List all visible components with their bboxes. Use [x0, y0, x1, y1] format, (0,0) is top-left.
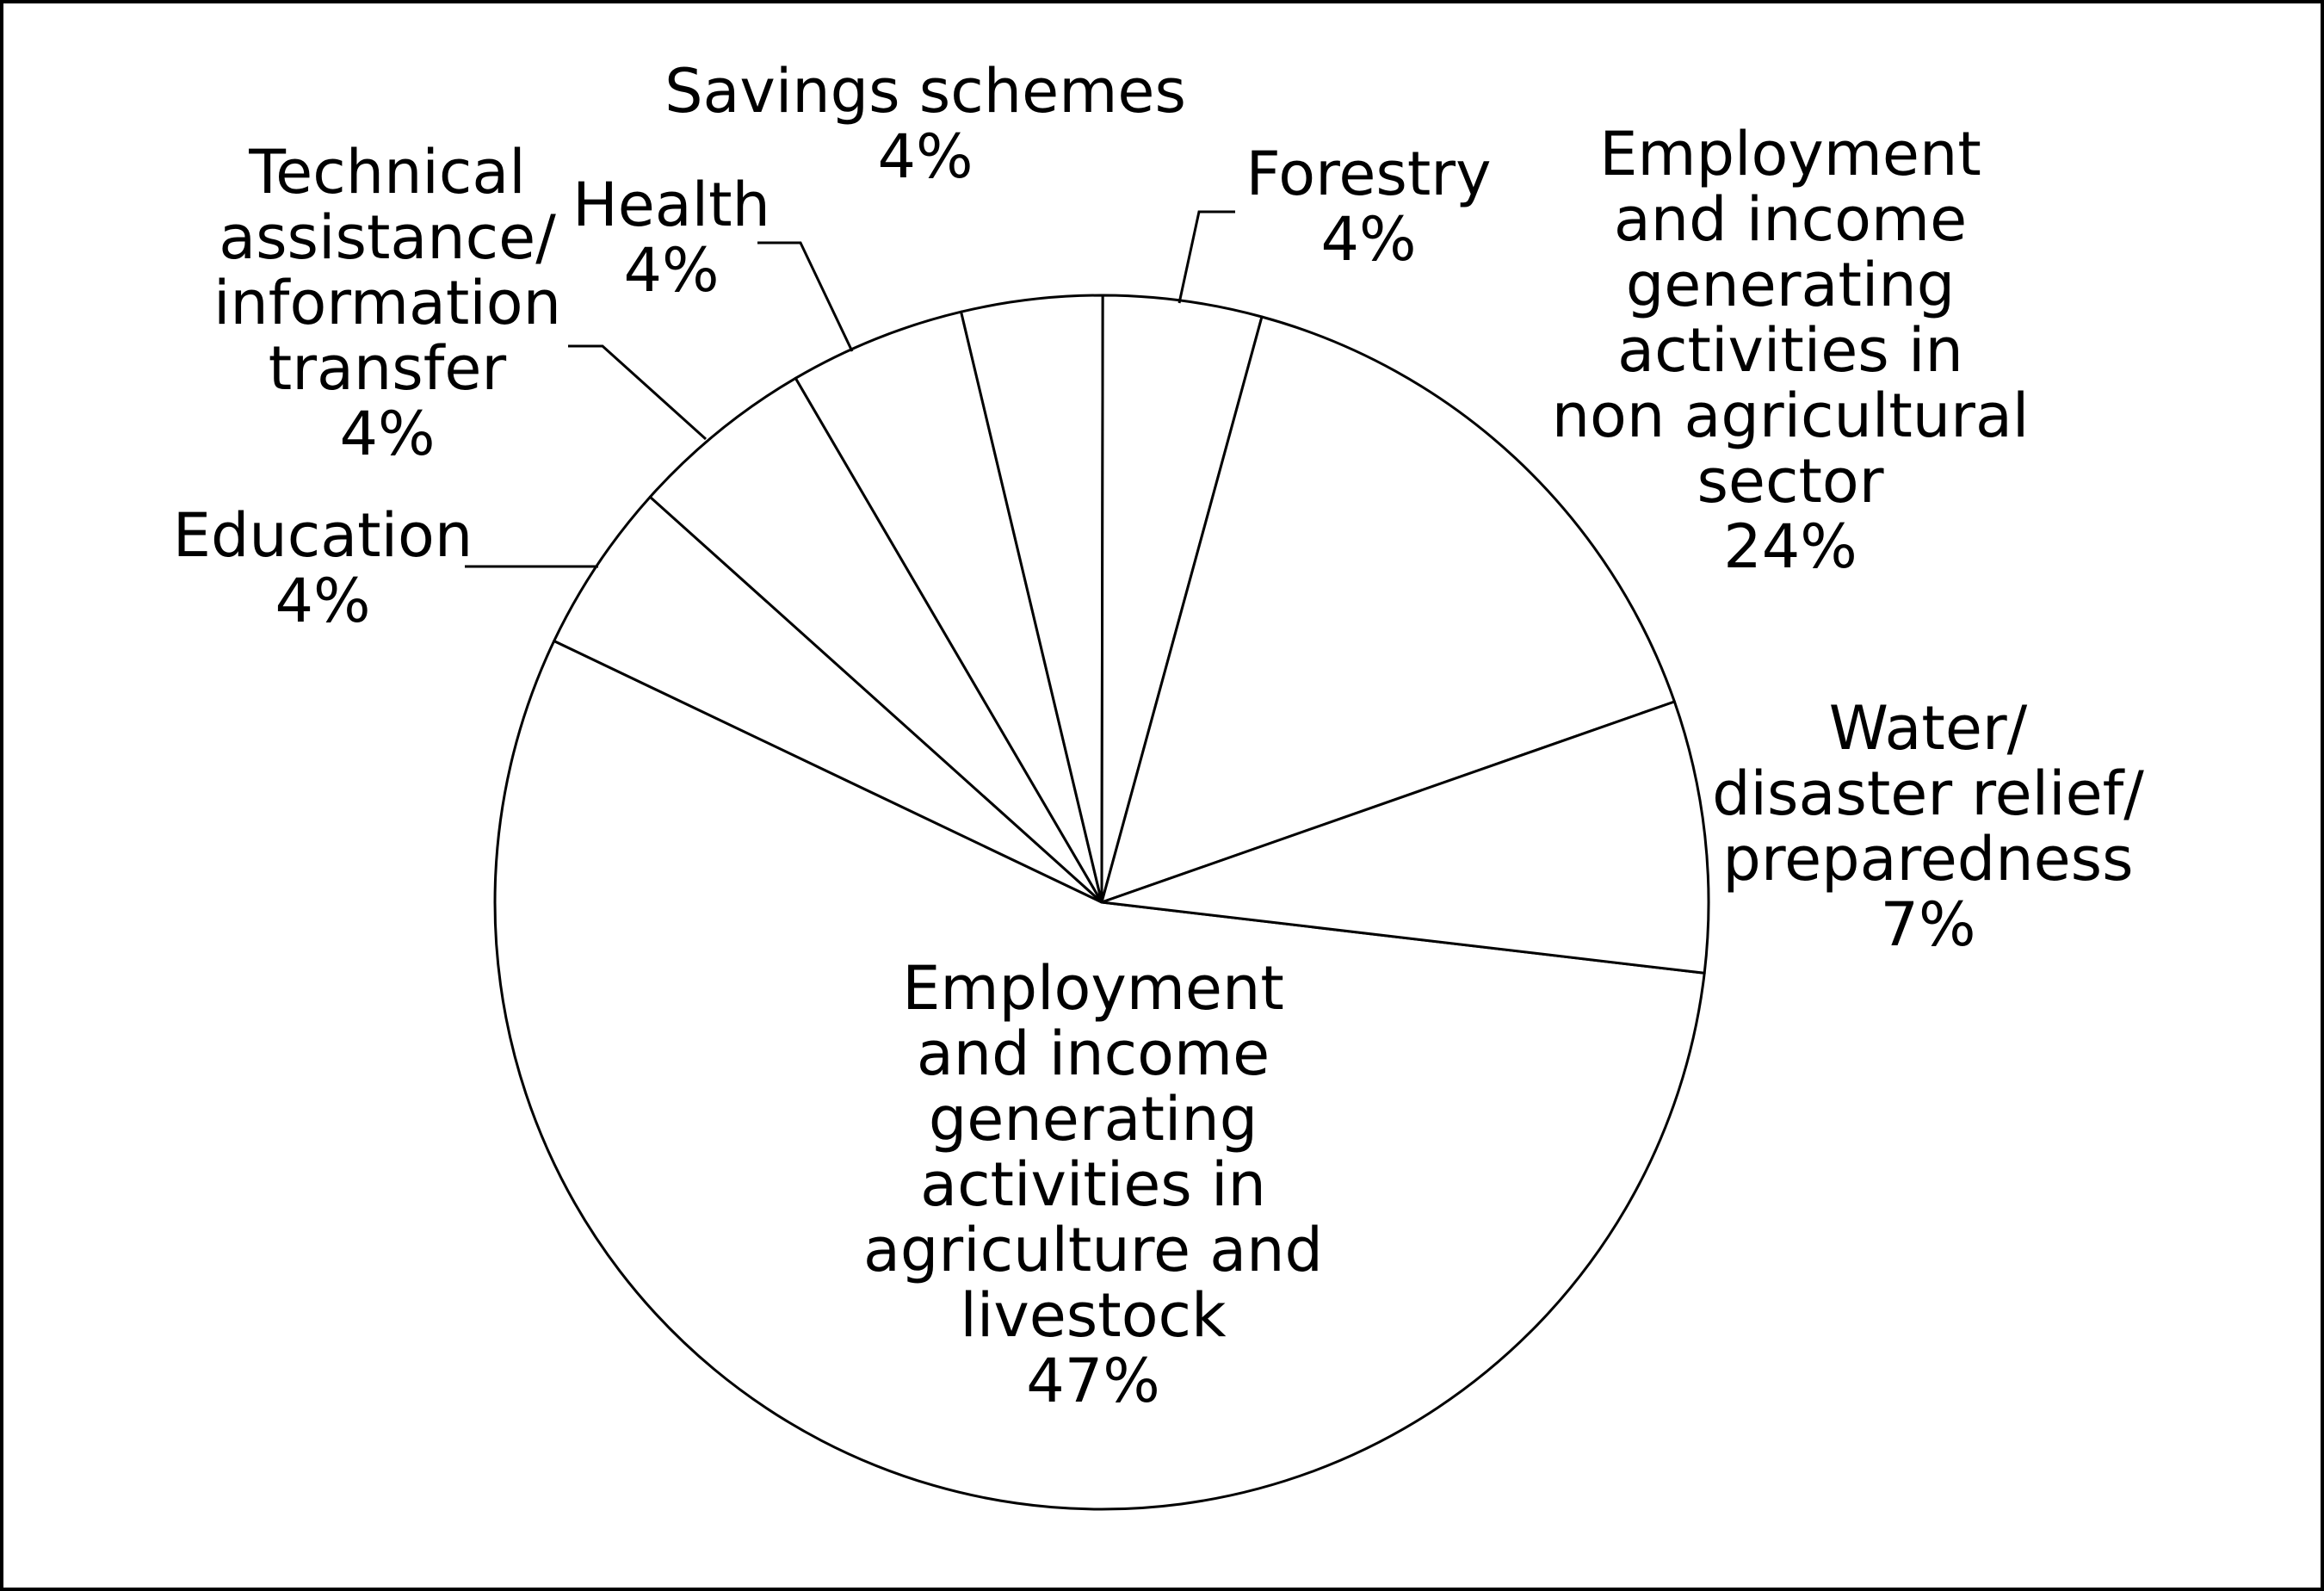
- slice-label-line: agriculture and: [863, 1215, 1323, 1285]
- slice-label-line: information: [213, 268, 561, 338]
- slice-label-agriculture: Employment and income generating activities…: [863, 953, 1323, 1416]
- slice-label-line: Employment: [902, 953, 1284, 1024]
- slice-label-health: Health 4%: [572, 170, 770, 306]
- slice-label-line: preparedness: [1722, 824, 2133, 895]
- slice-label-line: activities in: [1617, 315, 1963, 386]
- slice-label-line: generating: [929, 1084, 1258, 1155]
- pie-slice-water: [1100, 700, 1710, 975]
- leader-line-technical: [568, 344, 708, 441]
- pie-slice-agriculture: [493, 640, 1706, 1511]
- slice-value-health: 4%: [623, 235, 719, 306]
- slice-value-non-agricultural: 24%: [1723, 511, 1857, 582]
- slice-label-line: transfer: [269, 333, 507, 404]
- pie-slice-forestry: [1100, 294, 1264, 904]
- slice-label-line: Forestry: [1245, 139, 1491, 209]
- slice-label-line: Health: [572, 170, 770, 240]
- slice-label-line: Employment: [1599, 119, 1981, 189]
- slice-label-line: and income: [1614, 184, 1967, 255]
- slice-label-technical: Technical assistance/information transfer 4…: [213, 137, 561, 469]
- slice-label-education: Education 4%: [173, 500, 473, 636]
- slice-value-forestry: 4%: [1320, 204, 1416, 275]
- slice-label-savings: Savings schemes 4%: [664, 56, 1186, 192]
- slice-label-line: livestock: [960, 1280, 1227, 1351]
- slice-label-line: activities in: [920, 1149, 1266, 1220]
- slice-value-savings: 4%: [877, 121, 973, 192]
- slice-labels: Employment and income generating activities…: [173, 56, 2145, 1416]
- slice-value-agriculture: 47%: [1026, 1346, 1160, 1416]
- pie-slices: [493, 294, 1710, 1511]
- slice-value-water: 7%: [1880, 889, 1975, 960]
- slice-label-line: disaster relief/: [1712, 758, 2144, 829]
- pie-chart: Employment and income generating activities…: [173, 56, 2145, 1511]
- slice-value-education: 4%: [275, 566, 370, 636]
- slice-label-line: non agricultural: [1552, 381, 2030, 451]
- pie-slice-health: [794, 310, 1103, 904]
- slice-label-line: sector: [1697, 446, 1883, 517]
- pie-slice-non-agricultural: [1100, 315, 1676, 904]
- pie-slice-technical: [648, 376, 1103, 904]
- slice-label-line: Water/: [1829, 693, 2028, 764]
- slice-value-technical: 4%: [339, 399, 435, 469]
- slice-label-line: Education: [173, 500, 473, 571]
- slice-label-line: assistance/: [219, 202, 556, 273]
- slice-label-line: Technical: [248, 137, 525, 207]
- slice-label-line: and income: [917, 1018, 1270, 1089]
- slice-label-water: Water/disaster relief/preparedness 7%: [1712, 693, 2144, 960]
- slice-label-non-agricultural: Employment and income generating activities…: [1552, 119, 2030, 582]
- leader-lines: [465, 210, 1235, 568]
- slice-label-line: generating: [1626, 250, 1955, 320]
- slice-label-forestry: Forestry 4%: [1245, 139, 1491, 275]
- leader-line-health: [757, 241, 854, 352]
- slice-label-line: Savings schemes: [664, 56, 1186, 127]
- leader-line-forestry: [1177, 210, 1235, 304]
